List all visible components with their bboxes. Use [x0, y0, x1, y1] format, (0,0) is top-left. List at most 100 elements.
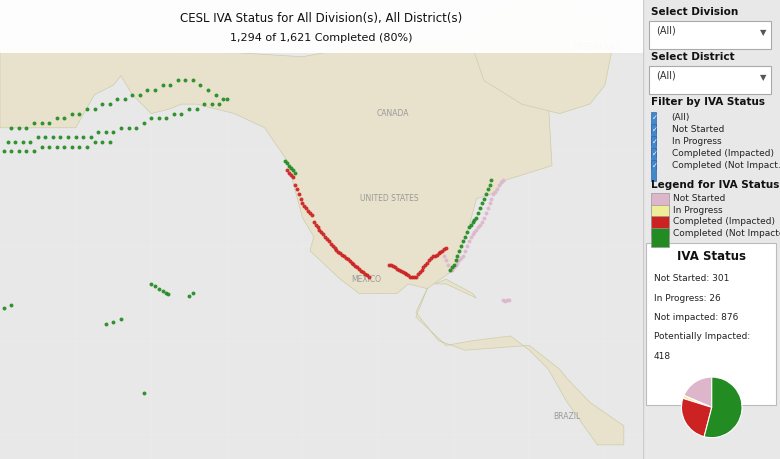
Text: Completed (Impacted): Completed (Impacted): [673, 217, 775, 226]
Point: [311, 224, 324, 231]
Point: [334, 250, 346, 257]
Point: [100, 320, 112, 328]
Point: [466, 219, 479, 226]
Point: [306, 212, 318, 219]
Point: [20, 148, 33, 155]
FancyBboxPatch shape: [647, 243, 776, 405]
Point: [164, 82, 176, 89]
Point: [491, 185, 503, 193]
Wedge shape: [684, 377, 711, 408]
Point: [80, 143, 93, 151]
Text: Legend for IVA Status: Legend for IVA Status: [651, 180, 779, 190]
Text: ✓: ✓: [652, 127, 658, 133]
Point: [119, 95, 131, 103]
Point: [360, 272, 373, 279]
FancyBboxPatch shape: [651, 160, 656, 181]
Point: [444, 266, 456, 274]
Point: [440, 245, 452, 252]
Point: [383, 261, 395, 269]
Point: [389, 263, 402, 271]
Point: [153, 115, 165, 122]
Point: [445, 266, 458, 274]
Point: [432, 250, 445, 257]
Text: In Progress: In Progress: [673, 206, 722, 215]
Point: [62, 134, 74, 141]
Point: [115, 316, 127, 323]
Point: [480, 190, 492, 198]
Point: [73, 143, 86, 151]
Point: [186, 290, 199, 297]
Point: [427, 253, 439, 260]
Point: [445, 263, 458, 271]
Point: [466, 230, 479, 238]
Text: ▼: ▼: [760, 28, 766, 37]
FancyBboxPatch shape: [651, 124, 656, 145]
Point: [480, 209, 492, 217]
Point: [402, 272, 414, 279]
Point: [35, 119, 48, 127]
Point: [126, 91, 139, 98]
Point: [104, 138, 116, 146]
Point: [145, 115, 158, 122]
Point: [24, 138, 37, 146]
Point: [436, 247, 448, 254]
Point: [438, 246, 451, 253]
Point: [28, 119, 41, 127]
Point: [194, 82, 207, 89]
FancyBboxPatch shape: [651, 205, 669, 224]
Point: [481, 185, 494, 193]
Point: [5, 124, 18, 131]
Point: [477, 214, 490, 221]
Point: [399, 269, 411, 277]
Point: [385, 261, 398, 269]
Point: [149, 86, 161, 94]
Point: [292, 190, 305, 198]
Wedge shape: [682, 398, 711, 437]
Point: [84, 134, 97, 141]
Point: [156, 287, 168, 295]
Text: Filter by IVA Status: Filter by IVA Status: [651, 97, 765, 107]
Point: [502, 297, 515, 304]
Point: [476, 200, 488, 207]
Polygon shape: [0, 43, 624, 445]
FancyBboxPatch shape: [649, 21, 771, 49]
Point: [88, 105, 101, 112]
Text: UNITED STATES: UNITED STATES: [360, 194, 419, 203]
Point: [35, 143, 48, 151]
Point: [501, 297, 513, 304]
Text: In Progress: 26: In Progress: 26: [654, 294, 721, 302]
Point: [340, 254, 353, 262]
Point: [468, 216, 480, 224]
Point: [179, 77, 192, 84]
Point: [425, 254, 438, 262]
FancyBboxPatch shape: [649, 66, 771, 94]
Point: [387, 262, 399, 269]
Point: [455, 242, 467, 250]
Point: [498, 298, 511, 305]
Text: Not Started: Not Started: [673, 194, 725, 203]
Point: [183, 105, 195, 112]
Point: [5, 148, 18, 155]
Point: [477, 195, 490, 202]
Point: [319, 233, 332, 240]
Text: In Progress: In Progress: [672, 137, 722, 146]
Point: [489, 188, 502, 196]
Point: [328, 245, 341, 252]
Point: [497, 297, 509, 304]
Point: [300, 205, 313, 212]
Text: CANADA: CANADA: [377, 109, 410, 118]
Point: [168, 110, 180, 117]
Point: [472, 224, 484, 231]
Point: [283, 169, 296, 176]
Text: 1,294 of 1,621 Completed (80%): 1,294 of 1,621 Completed (80%): [230, 33, 413, 43]
Point: [77, 134, 90, 141]
Point: [80, 105, 93, 112]
Point: [355, 267, 367, 274]
Bar: [0, 0, 643, 53]
Point: [410, 273, 422, 280]
Text: ▼: ▼: [760, 73, 766, 82]
Point: [281, 167, 293, 174]
Point: [493, 181, 505, 188]
Point: [343, 257, 356, 265]
Point: [342, 256, 354, 263]
